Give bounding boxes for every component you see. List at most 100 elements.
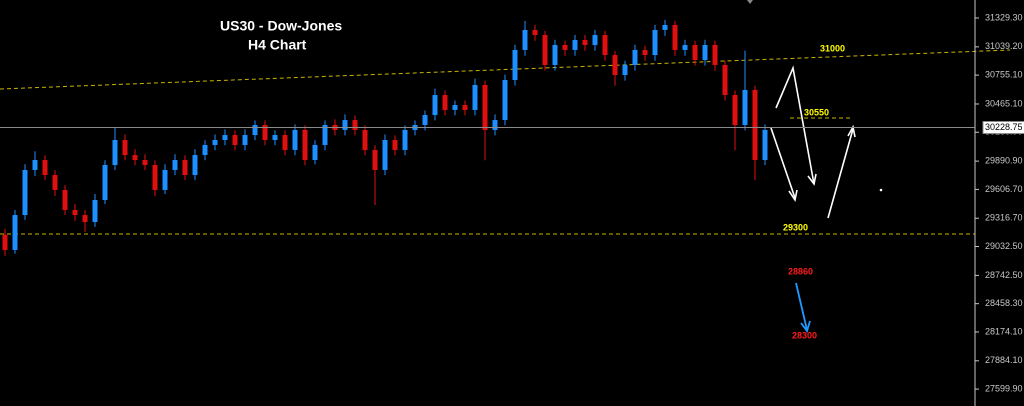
candle-body bbox=[362, 129, 368, 150]
candle-body bbox=[492, 120, 498, 130]
candle-body bbox=[12, 215, 18, 250]
candle-body bbox=[702, 44, 708, 61]
candle-body bbox=[392, 140, 398, 150]
candle-body bbox=[202, 144, 208, 156]
candle-body bbox=[342, 120, 348, 130]
candle-body bbox=[562, 44, 568, 50]
level-label: 28860 bbox=[788, 266, 813, 276]
current-price-label: 30228.75 bbox=[985, 122, 1023, 132]
candle-body bbox=[642, 49, 648, 56]
candle-body bbox=[312, 144, 318, 161]
candle-body bbox=[552, 44, 558, 65]
candle-body bbox=[532, 29, 538, 36]
candle-body bbox=[282, 135, 288, 150]
candle-body bbox=[302, 129, 308, 161]
chart-subtitle: H4 Chart bbox=[248, 37, 307, 53]
candle-body bbox=[712, 44, 718, 65]
candle-body bbox=[232, 135, 238, 145]
candle-body bbox=[32, 160, 38, 170]
candle-body bbox=[22, 169, 28, 216]
candle-body bbox=[142, 160, 148, 165]
candle-body bbox=[732, 95, 738, 125]
candle-body bbox=[662, 24, 668, 30]
candle-body bbox=[592, 35, 598, 45]
y-tick-label: 30465.10 bbox=[985, 98, 1023, 108]
candle-body bbox=[482, 84, 488, 130]
candle-body bbox=[352, 120, 358, 130]
candle-body bbox=[692, 44, 698, 61]
y-tick-label: 29606.70 bbox=[985, 184, 1023, 194]
candle-body bbox=[52, 175, 58, 190]
candle-body bbox=[172, 160, 178, 170]
arrow-head bbox=[788, 189, 798, 203]
arrow-path bbox=[827, 128, 854, 219]
candle-body bbox=[722, 64, 728, 96]
candle-body bbox=[752, 89, 758, 161]
candle-body bbox=[62, 189, 68, 210]
arrow-path bbox=[775, 65, 815, 185]
candle-body bbox=[102, 164, 108, 201]
candle-body bbox=[322, 124, 328, 145]
arrow-path bbox=[770, 127, 796, 199]
candle-body bbox=[132, 155, 138, 161]
candle-body bbox=[182, 160, 188, 176]
candle-body bbox=[602, 35, 608, 56]
candle-body bbox=[382, 140, 388, 170]
y-tick-label: 28742.50 bbox=[985, 270, 1023, 280]
candle-body bbox=[162, 169, 168, 190]
level-label: 30550 bbox=[804, 107, 829, 117]
candle-body bbox=[152, 164, 158, 190]
current-price-box bbox=[982, 120, 1024, 134]
candle-body bbox=[502, 80, 508, 121]
candle-body bbox=[72, 209, 78, 216]
candle-body bbox=[262, 124, 268, 141]
candle-body bbox=[122, 140, 128, 156]
candle-body bbox=[672, 24, 678, 50]
candle-body bbox=[242, 135, 248, 145]
arrow-head bbox=[807, 173, 817, 186]
candle-body bbox=[682, 44, 688, 50]
candle-body bbox=[422, 115, 428, 125]
level-label: 28300 bbox=[792, 330, 817, 340]
y-tick-label: 27884.10 bbox=[985, 355, 1023, 365]
candle-body bbox=[572, 40, 578, 50]
marker bbox=[747, 0, 753, 4]
y-tick-label: 29890.90 bbox=[985, 155, 1023, 165]
candle-body bbox=[372, 149, 378, 170]
candle-body bbox=[42, 160, 48, 176]
candle-body bbox=[442, 95, 448, 110]
candle-body bbox=[462, 104, 468, 110]
candle-body bbox=[432, 95, 438, 116]
candle-body bbox=[452, 104, 458, 110]
candle-body bbox=[2, 234, 8, 250]
candle-body bbox=[612, 55, 618, 76]
y-tick-label: 29316.70 bbox=[985, 213, 1023, 223]
chart-title: US30 - Dow-Jones bbox=[220, 18, 342, 34]
candle-body bbox=[542, 35, 548, 65]
candle-body bbox=[622, 64, 628, 76]
candle-body bbox=[192, 155, 198, 176]
candle-body bbox=[272, 135, 278, 141]
trend-line bbox=[0, 49, 1011, 90]
level-label: 31000 bbox=[820, 43, 845, 53]
y-tick-label: 28458.30 bbox=[985, 298, 1023, 308]
candle-body bbox=[292, 129, 298, 150]
arrow-path bbox=[795, 282, 808, 331]
candle-body bbox=[92, 200, 98, 223]
candle-body bbox=[512, 49, 518, 81]
y-tick-label: 28174.10 bbox=[985, 326, 1023, 336]
candle-body bbox=[252, 124, 258, 136]
candles bbox=[2, 19, 768, 256]
y-tick-label: 27599.90 bbox=[985, 383, 1023, 393]
candle-body bbox=[632, 49, 638, 65]
candle-body bbox=[742, 89, 748, 125]
y-tick-label: 30755.10 bbox=[985, 69, 1023, 79]
candle-body bbox=[522, 29, 528, 50]
candle-body bbox=[472, 84, 478, 110]
candle-body bbox=[762, 129, 768, 161]
level-label: 29300 bbox=[783, 222, 808, 232]
candle-body bbox=[112, 140, 118, 165]
candle-body bbox=[222, 135, 228, 141]
dot bbox=[879, 188, 883, 192]
